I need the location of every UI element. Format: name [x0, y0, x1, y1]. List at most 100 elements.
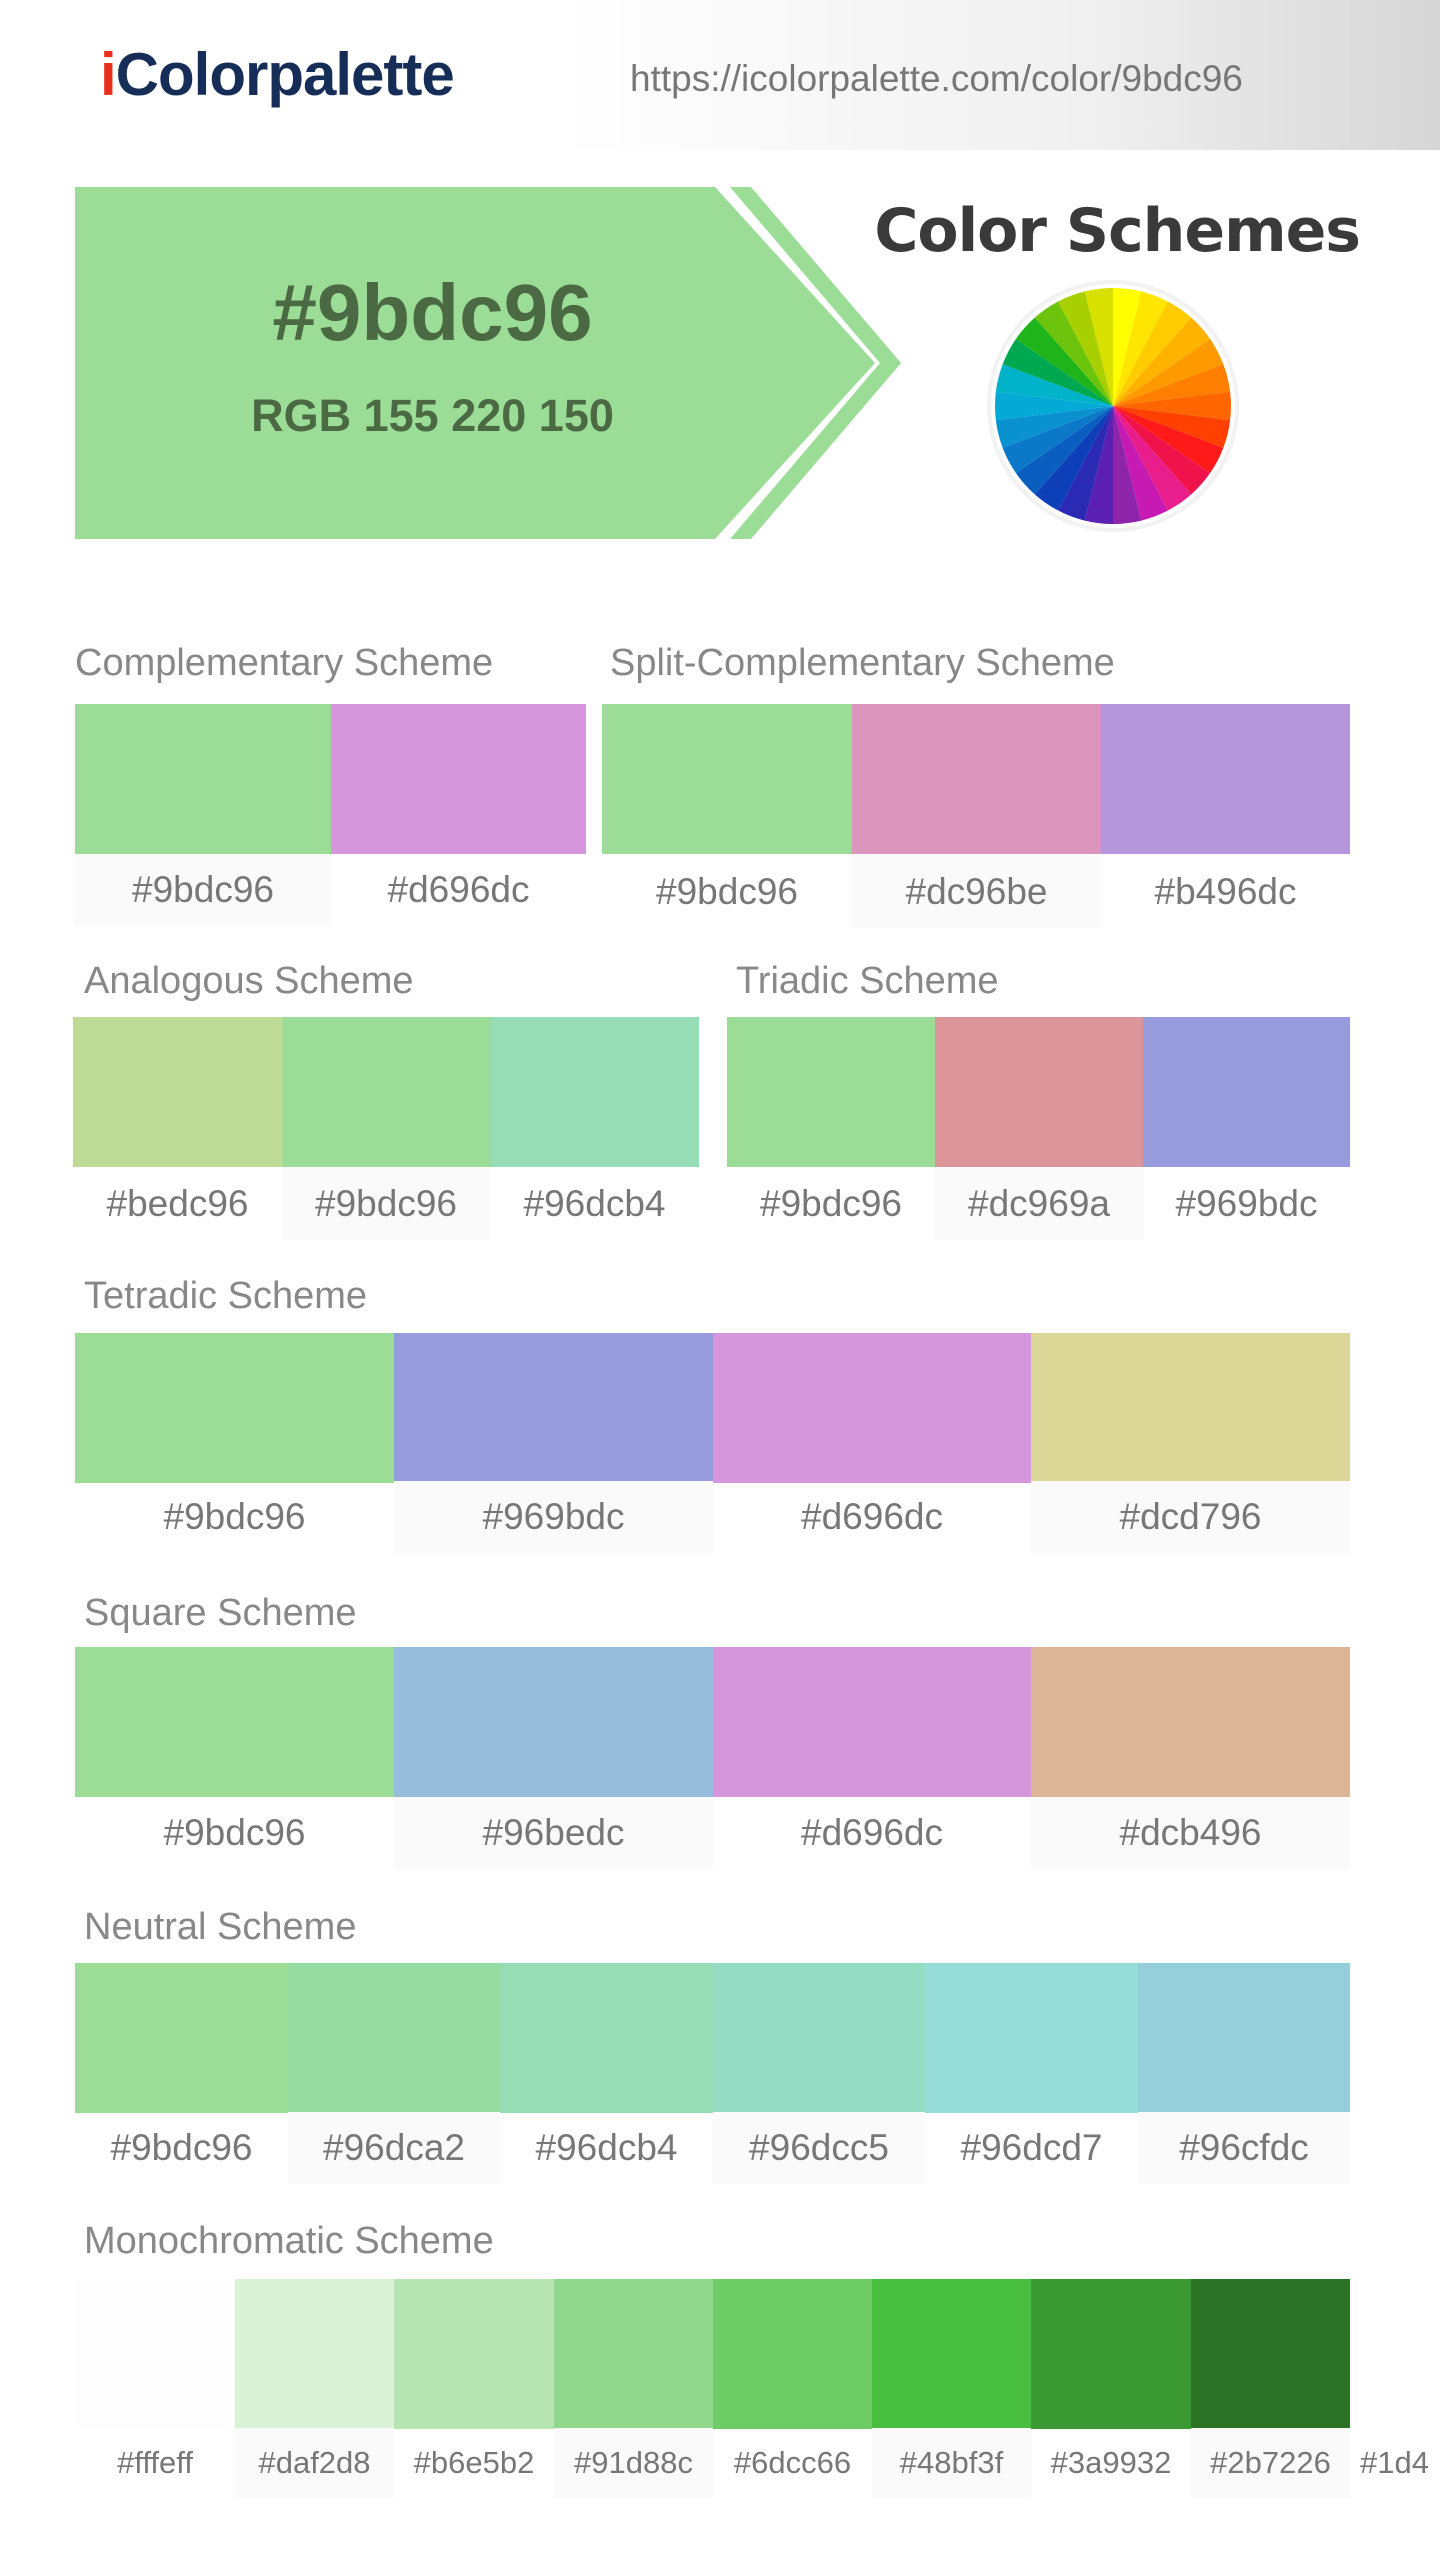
neutral-swatch[interactable]: [925, 1963, 1138, 2113]
color-wheel-slice: [1113, 338, 1224, 406]
tetradic-swatch[interactable]: [394, 1333, 713, 1483]
triadic-scheme-title: Triadic Scheme: [736, 960, 999, 1002]
swatch-hex-label: #fffeff: [117, 2445, 193, 2480]
hero-arrow-shape: [75, 187, 901, 539]
swatch-hex-label: #96dcb4: [535, 2127, 678, 2168]
logo[interactable]: iColorpalette: [100, 41, 455, 108]
swatch-hex-label: #9bdc96: [656, 871, 798, 912]
color-hero-banner: #9bdc96 RGB 155 220 150: [75, 187, 905, 539]
complementary-swatch[interactable]: [75, 704, 331, 854]
analogous-swatch[interactable]: [282, 1017, 490, 1167]
analogous-swatch[interactable]: [490, 1017, 699, 1167]
neutral-swatch[interactable]: [288, 1963, 500, 2113]
swatch-hex-label: #daf2d8: [235, 2428, 394, 2498]
swatch-hex-label: #d696dc: [387, 869, 530, 910]
swatch-hex-label: #d696dc: [801, 1812, 943, 1853]
tetradic-swatch[interactable]: [75, 1333, 394, 1483]
swatch-hex-label: #9bdc96: [163, 1812, 306, 1853]
swatch-hex-label: #9bdc96: [282, 1168, 490, 1240]
analogous-scheme-title: Analogous Scheme: [84, 960, 414, 1002]
swatch-hex-label: #96dca2: [288, 2112, 500, 2184]
swatch-hex-label: #6dcc66: [733, 2445, 852, 2480]
swatch-hex-label: #2b7226: [1191, 2428, 1350, 2498]
color-wheel-slice: [1002, 338, 1113, 406]
triadic-swatch[interactable]: [727, 1017, 935, 1167]
swatch-hex-label: #9bdc96: [163, 1496, 306, 1537]
color-wheel-slice: [1058, 406, 1113, 521]
swatch-hex-label: #96dcd7: [960, 2127, 1103, 2168]
swatch-hex-label: #48bf3f: [872, 2428, 1031, 2498]
rgb-value: RGB 155 220 150: [251, 390, 614, 441]
color-wheel-slice: [1113, 406, 1224, 474]
monochromatic-swatch[interactable]: [872, 2279, 1031, 2429]
color-wheel-icon: [987, 280, 1239, 532]
neutral-swatch[interactable]: [500, 1963, 713, 2113]
color-wheel-slice: [1058, 291, 1113, 406]
analogous-swatch[interactable]: [73, 1017, 282, 1167]
color-wheel-slice: [1113, 391, 1231, 421]
color-wheel-slice: [1002, 406, 1113, 474]
swatch-hex-label: #bedc96: [106, 1183, 249, 1224]
swatch-hex-label: #9bdc96: [75, 854, 331, 926]
tetradic-swatch[interactable]: [713, 1333, 1031, 1483]
monochromatic-swatch[interactable]: [75, 2279, 235, 2429]
swatch-hex-label: #969bdc: [394, 1481, 713, 1553]
tetradic-swatch[interactable]: [1031, 1333, 1350, 1483]
swatch-hex-label: #96bedc: [394, 1797, 713, 1869]
swatch-hex-label: #96dcb4: [523, 1183, 666, 1224]
color-wheel-slice: [1113, 317, 1211, 406]
swatch-hex-label: #9bdc96: [760, 1183, 902, 1224]
color-wheel-slice: [1113, 288, 1142, 406]
swatch-hex-label: #dcd796: [1031, 1481, 1350, 1553]
square-swatch[interactable]: [713, 1647, 1031, 1797]
color-wheel-slice: [1034, 406, 1113, 511]
neutral-swatch[interactable]: [75, 1963, 288, 2113]
color-schemes-heading: Color Schemes: [874, 196, 1361, 266]
swatch-hex-label: #1d4: [1360, 2445, 1429, 2480]
split-complementary-scheme-title: Split-Complementary Scheme: [610, 642, 1115, 684]
swatch-hex-label: #b496dc: [1154, 871, 1297, 912]
neutral-scheme-title: Neutral Scheme: [84, 1906, 357, 1948]
color-wheel-slice: [1084, 288, 1113, 406]
square-swatch[interactable]: [75, 1647, 394, 1797]
color-wheel-slice: [1113, 406, 1231, 448]
color-wheel-slice: [1113, 291, 1168, 406]
hex-value: #9bdc96: [272, 268, 593, 357]
monochromatic-swatch[interactable]: [394, 2279, 554, 2429]
monochromatic-swatch[interactable]: [1031, 2279, 1191, 2429]
tetradic-scheme-title: Tetradic Scheme: [84, 1275, 368, 1317]
page-url: https://icolorpalette.com/color/9bdc96: [630, 58, 1243, 99]
color-wheel-slice: [1084, 406, 1113, 524]
monochromatic-swatch[interactable]: [1191, 2279, 1350, 2429]
color-wheel-slice: [1113, 406, 1168, 521]
complementary-swatch[interactable]: [331, 704, 586, 854]
swatch-hex-label: #91d88c: [554, 2428, 713, 2498]
monochromatic-swatch[interactable]: [713, 2279, 872, 2429]
split-complementary-swatch[interactable]: [852, 704, 1101, 854]
triadic-swatch[interactable]: [935, 1017, 1143, 1167]
complementary-scheme-title: Complementary Scheme: [75, 642, 494, 684]
swatch-hex-label: #b6e5b2: [413, 2445, 535, 2480]
swatch-hex-label: #dc96be: [852, 856, 1101, 928]
monochromatic-scheme-title: Monochromatic Scheme: [84, 2220, 494, 2262]
neutral-swatch[interactable]: [713, 1963, 925, 2113]
color-wheel-slice: [1113, 364, 1231, 406]
monochromatic-swatch[interactable]: [235, 2279, 394, 2429]
color-wheel-slice: [995, 391, 1113, 421]
neutral-swatch[interactable]: [1138, 1963, 1350, 2113]
swatch-hex-label: #d696dc: [801, 1496, 943, 1537]
color-wheel-slice: [1113, 301, 1192, 406]
monochromatic-swatch[interactable]: [554, 2279, 713, 2429]
swatch-hex-label: #dc969a: [935, 1168, 1143, 1240]
color-wheel-slice: [1113, 406, 1211, 495]
square-swatch[interactable]: [1031, 1647, 1350, 1797]
swatch-hex-label: #96cfdc: [1138, 2112, 1350, 2184]
split-complementary-swatch[interactable]: [1101, 704, 1350, 854]
color-wheel-slice: [995, 406, 1113, 448]
swatch-hex-label: #969bdc: [1175, 1183, 1318, 1224]
swatch-hex-label: #9bdc96: [110, 2127, 253, 2168]
header-background: [560, 0, 1440, 150]
square-swatch[interactable]: [394, 1647, 713, 1797]
triadic-swatch[interactable]: [1143, 1017, 1350, 1167]
split-complementary-swatch[interactable]: [602, 704, 852, 854]
